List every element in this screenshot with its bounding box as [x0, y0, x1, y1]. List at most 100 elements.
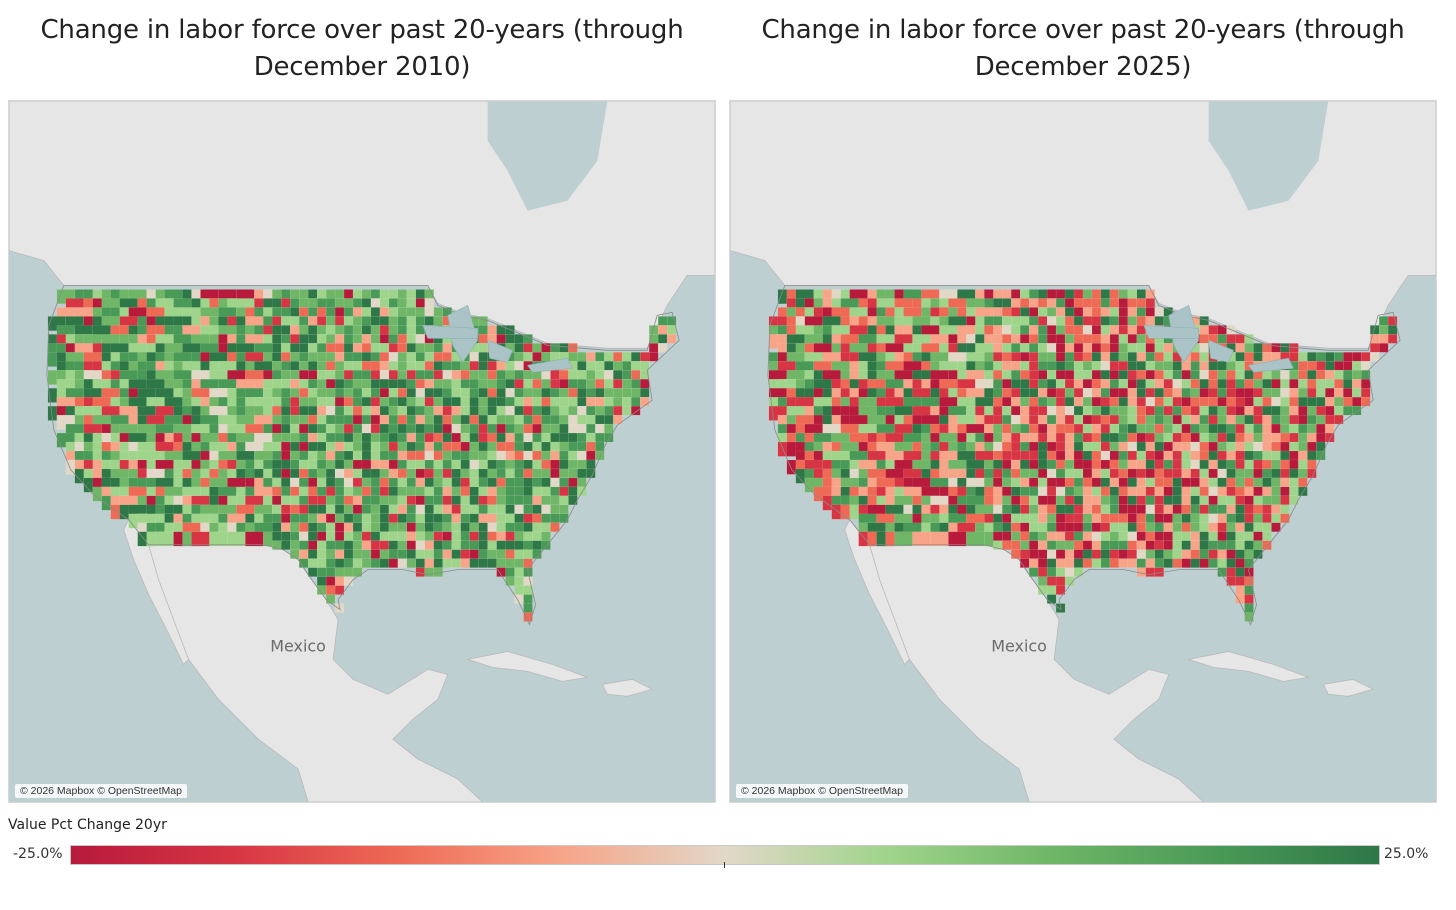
county-cell[interactable] — [442, 352, 452, 362]
county-cell[interactable] — [613, 414, 623, 425]
county-cell[interactable] — [299, 513, 309, 523]
county-cell[interactable] — [577, 414, 587, 425]
county-cell[interactable] — [1029, 316, 1039, 326]
county-cell[interactable] — [1127, 361, 1137, 371]
county-cell[interactable] — [595, 388, 605, 398]
county-cell[interactable] — [424, 459, 434, 470]
county-cell[interactable] — [1262, 352, 1272, 362]
county-choropleth[interactable] — [47, 289, 677, 622]
county-cell[interactable] — [1100, 558, 1111, 568]
county-cell[interactable] — [1379, 316, 1389, 326]
county-cell[interactable] — [1029, 567, 1039, 577]
county-cell[interactable] — [1199, 441, 1209, 452]
county-cell[interactable] — [1073, 316, 1084, 326]
county-cell[interactable] — [523, 370, 533, 380]
county-cell[interactable] — [1298, 477, 1308, 488]
county-cell[interactable] — [1145, 567, 1155, 577]
county-cell[interactable] — [343, 379, 354, 389]
county-cell[interactable] — [523, 531, 533, 541]
county-cell[interactable] — [1145, 316, 1155, 326]
county-cell[interactable] — [1262, 531, 1272, 541]
county-cell[interactable] — [505, 459, 515, 470]
county-cell[interactable] — [415, 352, 425, 362]
county-cell[interactable] — [325, 459, 336, 470]
county-cell[interactable] — [1002, 307, 1012, 317]
county-cell[interactable] — [541, 522, 551, 532]
county-cell[interactable] — [1127, 522, 1137, 532]
county-cell[interactable] — [388, 531, 399, 541]
county-cell[interactable] — [451, 558, 461, 568]
county-cell[interactable] — [1064, 289, 1075, 299]
county-cell[interactable] — [308, 558, 318, 568]
county-cell[interactable] — [478, 504, 488, 514]
county-cell[interactable] — [1055, 423, 1066, 434]
county-cell[interactable] — [559, 459, 569, 470]
county-cell[interactable] — [1208, 513, 1218, 523]
county-cell[interactable] — [361, 397, 372, 407]
county-cell[interactable] — [1020, 486, 1030, 497]
county-cell[interactable] — [1091, 298, 1102, 308]
county-cell[interactable] — [361, 531, 372, 541]
county-cell[interactable] — [424, 414, 434, 425]
county-cell[interactable] — [1181, 468, 1191, 479]
county-cell[interactable] — [424, 558, 434, 568]
county-cell[interactable] — [1046, 388, 1057, 398]
county-cell[interactable] — [1100, 441, 1111, 452]
county-cell[interactable] — [993, 441, 1003, 452]
county-cell[interactable] — [1226, 370, 1236, 380]
county-cell[interactable] — [370, 495, 381, 505]
county-cell[interactable] — [397, 379, 408, 389]
county-cell[interactable] — [496, 477, 506, 488]
county-cell[interactable] — [272, 343, 282, 353]
county-cell[interactable] — [308, 540, 318, 550]
county-cell[interactable] — [1262, 388, 1272, 398]
county-cell[interactable] — [460, 549, 470, 559]
county-cell[interactable] — [415, 379, 425, 389]
county-cell[interactable] — [1298, 459, 1308, 470]
county-cell[interactable] — [993, 495, 1003, 505]
county-cell[interactable] — [343, 567, 354, 577]
county-cell[interactable] — [460, 513, 470, 523]
county-cell[interactable] — [1118, 414, 1129, 425]
county-cell[interactable] — [505, 522, 515, 532]
county-cell[interactable] — [1199, 549, 1209, 559]
county-cell[interactable] — [1037, 298, 1048, 308]
county-cell[interactable] — [308, 361, 318, 371]
county-cell[interactable] — [523, 397, 533, 407]
county-cell[interactable] — [308, 397, 318, 407]
county-cell[interactable] — [1046, 495, 1057, 505]
county-cell[interactable] — [1145, 441, 1155, 452]
county-cell[interactable] — [1244, 504, 1254, 514]
county-cell[interactable] — [1002, 334, 1012, 344]
county-cell[interactable] — [343, 289, 354, 299]
county-cell[interactable] — [1002, 432, 1012, 443]
county-cell[interactable] — [514, 459, 524, 470]
county-cell[interactable] — [505, 468, 515, 479]
county-cell[interactable] — [397, 414, 408, 425]
county-cell[interactable] — [379, 316, 390, 326]
county-cell[interactable] — [325, 513, 336, 523]
county-cell[interactable] — [1118, 423, 1129, 434]
county-cell[interactable] — [1136, 352, 1146, 362]
county-cell[interactable] — [514, 549, 524, 559]
county-cell[interactable] — [1002, 477, 1012, 488]
county-cell[interactable] — [334, 459, 345, 470]
county-cell[interactable] — [352, 513, 363, 523]
county-cell[interactable] — [1136, 361, 1146, 371]
county-cell[interactable] — [352, 388, 363, 398]
county-cell[interactable] — [343, 540, 354, 550]
county-cell[interactable] — [334, 405, 345, 416]
county-cell[interactable] — [1046, 450, 1057, 461]
county-cell[interactable] — [1199, 540, 1209, 550]
county-cell[interactable] — [379, 352, 390, 362]
county-cell[interactable] — [1181, 459, 1191, 470]
county-cell[interactable] — [1217, 477, 1227, 488]
county-cell[interactable] — [1055, 316, 1066, 326]
county-cell[interactable] — [1073, 558, 1084, 568]
county-cell[interactable] — [451, 441, 461, 452]
county-cell[interactable] — [281, 352, 291, 362]
county-cell[interactable] — [1289, 477, 1299, 488]
county-cell[interactable] — [487, 379, 497, 389]
county-cell[interactable] — [1387, 334, 1398, 344]
county-cell[interactable] — [316, 558, 327, 568]
